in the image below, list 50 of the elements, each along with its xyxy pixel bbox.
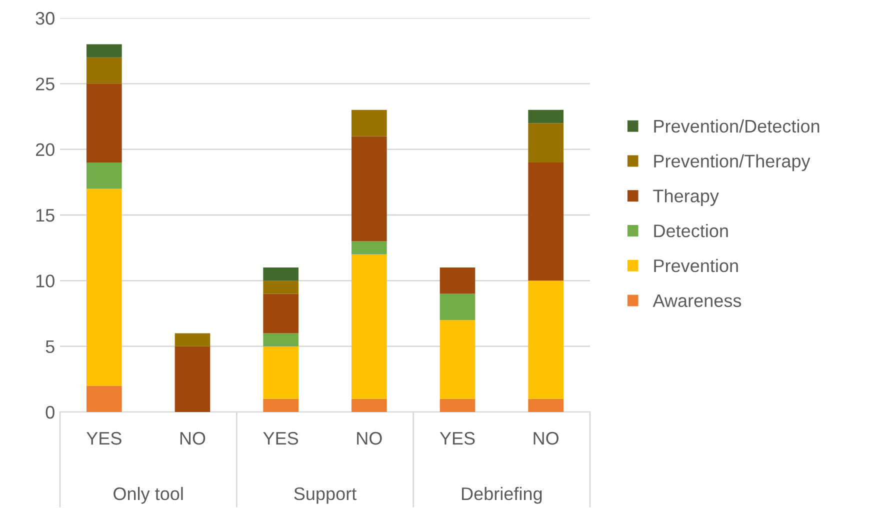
bar (263, 346, 298, 399)
legend-label: Awareness (652, 294, 742, 308)
bar (528, 280, 564, 399)
x-tick-label: YES (440, 432, 475, 445)
text: Support (294, 487, 356, 504)
legend-label: Prevention (654, 258, 738, 272)
y-tick-label: 0 (46, 406, 54, 419)
y-tick-label: 30 (36, 12, 54, 25)
x-tick-label: NO (357, 432, 382, 445)
bar (174, 333, 210, 346)
bar (86, 162, 122, 189)
legend-label: Prevention/Therapy (654, 154, 810, 172)
x-tick-label: YES (263, 432, 298, 445)
bar (440, 320, 476, 399)
bar (528, 110, 564, 124)
x-tick-label: NO (180, 432, 206, 445)
bar (352, 241, 387, 254)
bar (263, 398, 298, 412)
bar (263, 333, 298, 346)
bar (86, 386, 122, 412)
y-tick-label: 20 (36, 143, 54, 156)
y-tick-label: 5 (46, 340, 54, 354)
bar (352, 254, 387, 399)
bar (86, 57, 122, 84)
bar (263, 294, 298, 334)
bar (440, 398, 476, 412)
x-tick-label: NO (534, 432, 559, 445)
bar (86, 84, 122, 162)
bar (86, 188, 122, 386)
bar (440, 294, 476, 320)
bar (352, 136, 387, 242)
x-tick-label: YES (86, 432, 122, 445)
bar (440, 268, 476, 294)
legend-label: Therapy (653, 189, 719, 206)
text: Debriefing (462, 486, 542, 504)
bar (528, 398, 564, 412)
y-tick-label: 15 (36, 209, 54, 222)
y-tick-label: 25 (36, 78, 54, 90)
legend-label: Detection (654, 224, 728, 238)
bar (86, 44, 122, 58)
y-tick-label: 10 (36, 274, 54, 288)
bar (528, 123, 564, 162)
bar (352, 398, 387, 412)
bar (528, 162, 564, 281)
bar (263, 268, 298, 281)
bar (174, 346, 210, 412)
legend-label: Prevention/Detection (654, 119, 820, 133)
text: Only tool (114, 486, 183, 504)
bar (263, 280, 298, 294)
bar (352, 110, 387, 136)
